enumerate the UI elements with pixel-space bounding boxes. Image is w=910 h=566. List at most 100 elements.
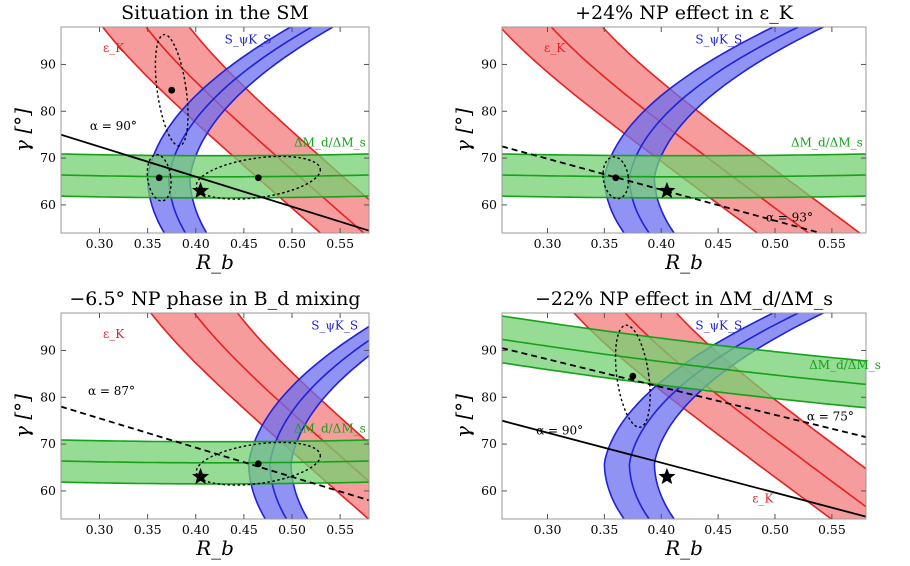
alpha-label: α = 90° [90, 119, 137, 133]
epsK-label: ε_K [752, 492, 774, 506]
SphiKs-line-0 [603, 313, 776, 519]
x-tick-label: 0.45 [704, 236, 732, 251]
epsK-label: ε_K [103, 41, 125, 55]
fit-point-1 [168, 86, 176, 94]
star-marker [658, 467, 676, 485]
fit-ellipse-1 [154, 33, 189, 147]
SphiKs-line-2 [290, 354, 369, 519]
dM-label: ΔM_d/ΔM_s [294, 421, 366, 435]
SphiKs-line-1 [269, 339, 369, 519]
epsK-line-1 [550, 27, 810, 233]
x-tick-label: 0.30 [86, 522, 114, 537]
fit-ellipse-0 [146, 153, 172, 202]
x-tick-label: 0.30 [534, 236, 562, 251]
epsK-label: ε_K [544, 41, 566, 55]
dM-line-2 [502, 315, 866, 362]
SphiKs-line-0 [247, 325, 369, 519]
fit-point-2 [254, 174, 262, 182]
y-tick-label: 70 [481, 150, 497, 165]
y-tick-label: 60 [40, 483, 56, 498]
dM-line-1 [502, 174, 866, 178]
y-axis-label: γ [°] [10, 108, 34, 152]
x-tick-label: 0.30 [86, 236, 114, 251]
dM-line-0 [502, 361, 866, 409]
x-tick-label: 0.55 [818, 522, 846, 537]
x-tick-label: 0.35 [134, 522, 162, 537]
x-tick-label: 0.50 [278, 236, 306, 251]
panel-1: 0.30 0.35 0.40 0.45 0.50 0.55 60 70 80 90 Situatio… [10, 2, 370, 274]
x-tick-label: 0.40 [647, 236, 675, 251]
alpha-label-2: α = 75° [807, 410, 854, 424]
panel-title: Situation in the SM [121, 2, 309, 24]
x-tick-label: 0.45 [230, 522, 258, 537]
y-axis-label: γ [°] [10, 394, 34, 438]
dM-band [61, 439, 369, 484]
x-tick-label: 0.35 [134, 236, 162, 251]
y-tick-label: 80 [40, 103, 56, 118]
x-tick-label: 0.40 [647, 522, 675, 537]
alpha-line [502, 419, 866, 518]
SphiKs-line-2 [189, 27, 335, 233]
alpha-label: α = 93° [766, 210, 813, 224]
y-tick-label: 80 [481, 103, 497, 118]
dM-band [61, 153, 369, 198]
y-axis-label: γ [°] [451, 108, 475, 152]
y-tick-label: 60 [481, 483, 497, 498]
SphiKs-label: S_ψK_S [311, 318, 358, 332]
star-marker [192, 181, 210, 199]
SphiKs-line-2 [653, 313, 826, 519]
plot-frame [60, 26, 370, 234]
fit-point-0 [155, 174, 163, 182]
dM-line-2 [502, 153, 866, 157]
epsK-line-0 [149, 313, 369, 519]
x-tick-label: 0.35 [590, 522, 618, 537]
fit-point-0 [629, 372, 637, 380]
x-axis-label: R_b [664, 250, 703, 274]
SphiKs-line-0 [603, 27, 776, 233]
y-tick-label: 90 [40, 342, 56, 357]
x-tick-label: 0.45 [230, 236, 258, 251]
SphiKs-line-1 [628, 313, 801, 519]
epsK-line-1 [193, 313, 369, 483]
x-tick-label: 0.40 [182, 236, 210, 251]
x-tick-label: 0.55 [326, 522, 354, 537]
dM-line-1 [61, 174, 369, 178]
alpha-line [61, 405, 369, 502]
epsK-line-0 [502, 27, 759, 233]
dM-line-1 [502, 338, 866, 386]
y-tick-label: 80 [481, 389, 497, 404]
SphiKs-line-1 [628, 27, 801, 233]
x-tick-label: 0.55 [326, 236, 354, 251]
SphiKs-line-0 [146, 27, 293, 233]
dM-label: ΔM_d/ΔM_s [294, 135, 366, 149]
fit-ellipse-2 [195, 155, 322, 200]
y-tick-label: 70 [481, 436, 497, 451]
plot-frame [60, 312, 370, 520]
SphiKs-label: S_ψK_S [695, 32, 742, 46]
x-tick-label: 0.50 [761, 522, 789, 537]
alpha-label: α = 90° [536, 424, 583, 438]
x-tick-label: 0.35 [590, 236, 618, 251]
SphiKs-label: S_ψK_S [695, 318, 742, 332]
plot-frame [501, 26, 867, 234]
plot-frame [501, 312, 867, 520]
panel-2: 0.30 0.35 0.40 0.45 0.50 0.55 60 70 80 90 +24% NP … [451, 2, 867, 274]
fit-ellipse-0 [195, 441, 322, 486]
fit-point-0 [612, 174, 620, 182]
SphiKs-line-2 [653, 27, 826, 233]
panel-title: +24% NP effect in ε_K [575, 2, 794, 24]
SphiKs-label: S_ψK_S [225, 32, 272, 46]
x-tick-label: 0.50 [278, 522, 306, 537]
SphiKs-band [604, 27, 824, 233]
SphiKs-line-1 [167, 27, 314, 233]
alpha-line [61, 133, 369, 232]
y-axis-label: γ [°] [451, 394, 475, 438]
y-tick-label: 90 [481, 342, 497, 357]
alpha-line-2 [502, 347, 866, 438]
dM-label: ΔM_d/ΔM_s [791, 135, 863, 149]
panel-4: 0.30 0.35 0.40 0.45 0.50 0.55 60 70 80 90 −22% NP … [451, 288, 881, 560]
y-tick-label: 60 [481, 197, 497, 212]
epsK-line-2 [188, 27, 369, 201]
panel-title: −22% NP effect in ΔM_d/ΔM_s [535, 288, 833, 310]
